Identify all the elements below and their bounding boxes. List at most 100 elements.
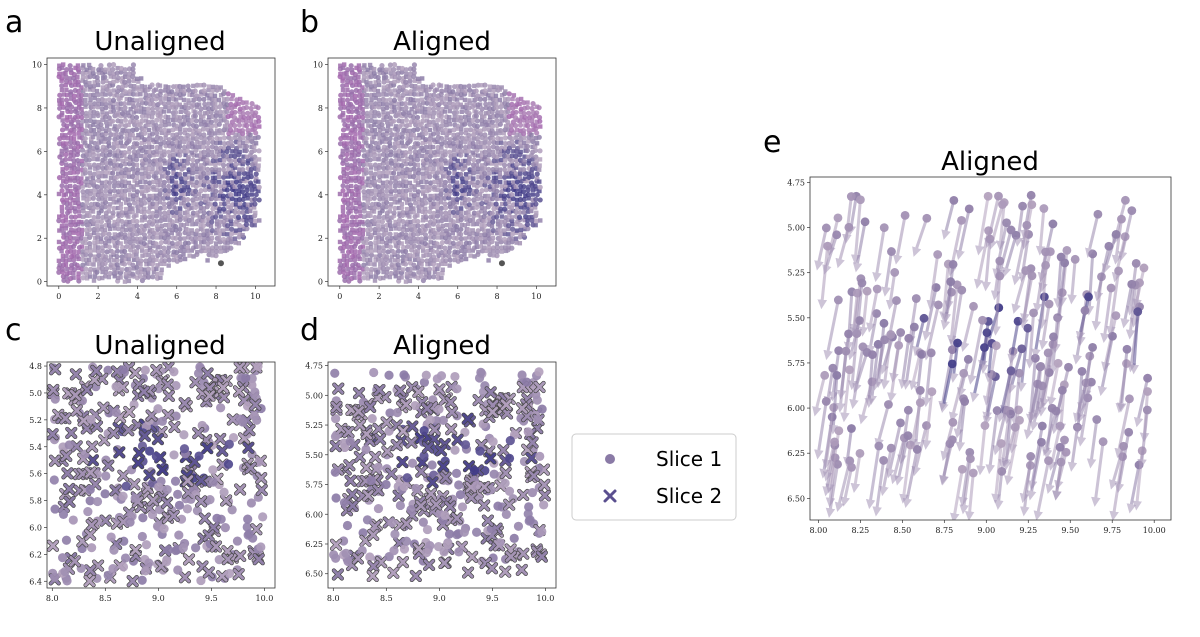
slice-2-x-stroke xyxy=(71,440,83,452)
tissue-spot xyxy=(216,227,222,233)
tissue-spot xyxy=(354,82,359,88)
tissue-spot xyxy=(454,191,460,197)
tissue-spot xyxy=(185,240,191,246)
tissue-spot xyxy=(161,184,166,189)
tissue-spot xyxy=(454,206,459,211)
tissue-spot xyxy=(443,235,449,241)
tissue-spot xyxy=(228,226,235,232)
tissue-spot xyxy=(143,166,148,171)
tissue-spot xyxy=(526,127,532,133)
tissue-spot xyxy=(346,135,351,141)
tissue-spot xyxy=(177,143,183,150)
tissue-spot xyxy=(99,224,105,229)
tissue-spot xyxy=(375,269,381,275)
tissue-spot xyxy=(79,144,84,149)
tissue-spot xyxy=(423,130,429,136)
tissue-spot xyxy=(173,109,179,115)
tissue-spot xyxy=(379,184,385,190)
tissue-spot xyxy=(139,140,144,146)
tissue-spot xyxy=(118,205,124,211)
tissue-spot xyxy=(344,75,350,80)
tissue-spot xyxy=(522,226,527,232)
tissue-spot xyxy=(396,88,402,94)
tissue-spot xyxy=(139,269,144,274)
tissue-spot xyxy=(412,83,418,89)
tissue-spot xyxy=(186,137,191,142)
tissue-spot xyxy=(486,193,491,199)
tissue-spot xyxy=(415,126,421,132)
tissue-spot xyxy=(470,217,476,223)
tissue-spot xyxy=(340,148,346,154)
tissue-spot xyxy=(150,210,156,216)
tissue-spot xyxy=(142,210,147,215)
tissue-spot xyxy=(522,176,528,181)
tissue-spot xyxy=(518,171,523,176)
tissue-spot xyxy=(400,195,405,201)
tissue-spot xyxy=(514,228,520,233)
tissue-spot xyxy=(87,148,92,153)
tissue-spot xyxy=(224,119,230,125)
tissue-spot xyxy=(94,88,100,94)
tissue-spot xyxy=(384,188,390,194)
tissue-spot xyxy=(459,248,464,254)
tissue-spot xyxy=(87,226,93,233)
tissue-spot xyxy=(384,197,389,203)
tissue-spot xyxy=(403,74,409,80)
tissue-spot xyxy=(452,257,458,263)
tissue-spot xyxy=(342,141,347,146)
tissue-spot xyxy=(498,196,503,201)
tissue-spot xyxy=(446,231,452,238)
tissue-spot xyxy=(214,230,219,236)
tissue-spot xyxy=(87,205,92,211)
tissue-spot xyxy=(139,135,145,140)
tissue-spot xyxy=(166,108,171,114)
tissue-spot xyxy=(502,183,509,190)
tissue-spot xyxy=(64,244,70,250)
tissue-spot xyxy=(364,204,370,210)
tissue-spot xyxy=(146,144,152,150)
tissue-spot xyxy=(384,128,390,134)
tissue-spot xyxy=(446,183,453,189)
tissue-spot xyxy=(154,193,159,198)
tissue-spot xyxy=(100,113,106,118)
tissue-spot xyxy=(130,70,136,76)
tissue-spot xyxy=(487,101,493,106)
tissue-spot xyxy=(352,136,358,142)
tissue-spot xyxy=(348,101,354,107)
tissue-spot xyxy=(75,166,81,171)
tissue-spot xyxy=(502,236,508,243)
tissue-spot xyxy=(371,87,377,93)
tissue-spot xyxy=(236,241,242,246)
tissue-spot xyxy=(507,204,512,210)
tissue-spot xyxy=(403,196,408,202)
tissue-spot xyxy=(495,140,500,146)
tissue-spot xyxy=(103,193,108,199)
tissue-spot xyxy=(350,227,355,233)
tissue-spot xyxy=(470,117,476,124)
tissue-spot xyxy=(228,136,234,141)
tissue-spot xyxy=(348,234,354,240)
tissue-spot xyxy=(368,205,373,211)
tissue-spot xyxy=(107,185,112,190)
tissue-spot xyxy=(186,144,191,149)
tissue-spot xyxy=(194,196,199,202)
tissue-spot xyxy=(189,132,196,138)
tissue-spot xyxy=(368,226,374,233)
tissue-spot xyxy=(496,219,501,224)
tissue-spot xyxy=(424,258,430,264)
tissue-spot xyxy=(161,109,167,114)
tissue-spot xyxy=(513,209,519,215)
tissue-spot xyxy=(368,87,374,92)
tissue-spot xyxy=(428,228,433,233)
tissue-spot xyxy=(60,133,65,138)
tissue-spot xyxy=(349,219,354,225)
tissue-spot xyxy=(214,210,219,216)
tissue-spot xyxy=(517,196,524,203)
tissue-spot xyxy=(206,118,211,123)
slice-2-x-stroke xyxy=(102,460,114,471)
tissue-spot xyxy=(241,217,246,223)
slice-2-point xyxy=(117,469,130,482)
tissue-spot xyxy=(371,104,377,110)
slice-1-point xyxy=(171,380,181,391)
tissue-spot xyxy=(439,205,445,211)
